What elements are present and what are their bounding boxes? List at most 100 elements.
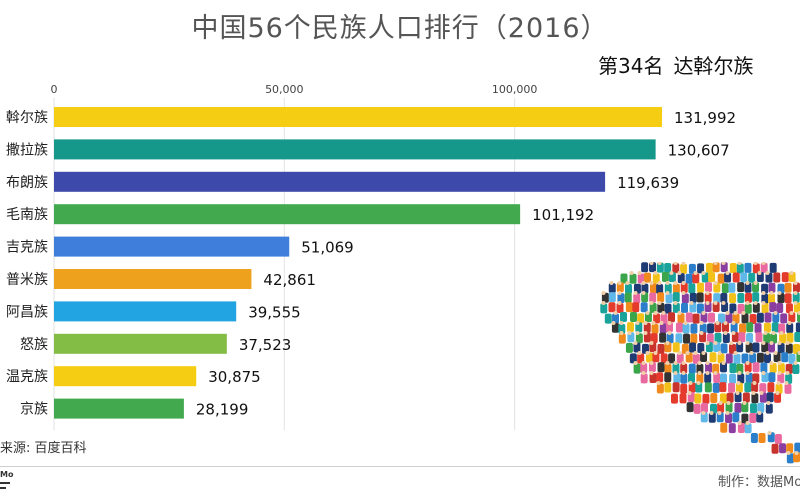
costume-figure-head [726, 401, 731, 405]
costume-figure [756, 412, 764, 423]
costume-figure [749, 353, 757, 364]
costume-figure [756, 312, 764, 323]
costume-figure [785, 303, 793, 314]
current-ethnic-group: 达斡尔族 [673, 54, 754, 78]
costume-figure [716, 412, 724, 423]
costume-figure [784, 282, 792, 293]
costume-figure-head [737, 262, 742, 265]
costume-figure-head [736, 381, 741, 385]
costume-figure [629, 312, 637, 323]
costume-figure-head [627, 331, 632, 335]
costume-figure-head [709, 411, 714, 415]
costume-figure [712, 363, 720, 374]
costume-figure [780, 313, 788, 324]
costume-figure [686, 402, 694, 413]
costume-figure-head [752, 381, 757, 385]
costume-figure-head [745, 421, 750, 425]
costume-figure-head [697, 371, 702, 375]
costume-figure [761, 303, 769, 314]
costume-figure [690, 333, 698, 344]
costume-figure-head [673, 301, 678, 305]
costume-figure-head [641, 291, 646, 295]
costume-figure [656, 262, 664, 273]
costume-figure [633, 363, 641, 374]
costume-figure-head [665, 291, 670, 295]
costume-figure-head [681, 371, 686, 375]
costume-figure [732, 412, 740, 423]
costume-figure [664, 382, 672, 393]
costume-figure-head [681, 262, 686, 265]
costume-figure [683, 333, 691, 344]
costume-figure [752, 263, 760, 274]
costume-figure [719, 382, 727, 393]
costume-figure-head [737, 341, 742, 345]
costume-figure [659, 332, 667, 343]
bar [54, 301, 237, 322]
costume-figure [661, 272, 669, 283]
costume-figure-head [705, 361, 710, 365]
costume-figure [689, 292, 697, 303]
costume-figure [692, 353, 700, 364]
category-label: 布朗族 [6, 175, 48, 191]
costume-figure [769, 302, 777, 313]
costume-figure [680, 383, 688, 394]
costume-figure [651, 323, 659, 334]
costume-figure-head [619, 321, 624, 325]
costume-figure [774, 392, 782, 403]
costume-figure-head [701, 351, 706, 355]
ethnic-costume-illustration [600, 262, 800, 467]
costume-figure [601, 292, 609, 303]
costume-figure [781, 272, 789, 283]
costume-figure [728, 382, 736, 393]
costume-figure-head [685, 351, 690, 355]
costume-figure [741, 353, 749, 364]
costume-figure [730, 322, 738, 333]
costume-figure-head [751, 391, 756, 395]
costume-figure [764, 353, 772, 364]
costume-figure [752, 282, 760, 293]
costume-figure [697, 343, 705, 354]
costume-figure-head [649, 281, 654, 285]
costume-figure [633, 293, 641, 304]
costume-figure [672, 283, 680, 294]
costume-figure-head [725, 311, 730, 315]
costume-figure-head [771, 331, 776, 335]
costume-figure [749, 412, 757, 423]
costume-figure [750, 433, 758, 444]
costume-figure-head [769, 291, 774, 295]
costume-figure-head [683, 321, 688, 325]
costume-figure [737, 373, 745, 384]
costume-figure [737, 282, 745, 293]
costume-figure [649, 302, 657, 313]
costume-figure [664, 372, 672, 383]
costume-figure [629, 273, 637, 284]
costume-figure-head [723, 321, 728, 325]
costume-figure-head [759, 391, 764, 395]
bar [54, 139, 656, 160]
costume-figure [618, 333, 626, 344]
costume-figure-head [765, 351, 770, 355]
costume-figure [689, 342, 697, 353]
chart-title: 中国56个民族人口排行（2016） [191, 13, 609, 44]
costume-figure [690, 323, 698, 334]
costume-figure-head [681, 361, 686, 365]
costume-figure-head [633, 361, 638, 365]
costume-figure [657, 302, 665, 313]
costume-figure [696, 292, 704, 303]
costume-figure [794, 332, 800, 343]
costume-figure [750, 403, 758, 414]
costume-figure [675, 333, 683, 344]
costume-figure [696, 303, 704, 314]
costume-figure-head [657, 281, 662, 285]
costume-figure [701, 402, 709, 413]
costume-figure [774, 433, 782, 444]
footer-divider [0, 466, 800, 467]
bar [54, 107, 662, 127]
costume-figure [710, 392, 718, 403]
costume-figure [656, 383, 664, 394]
costume-figure [600, 303, 608, 314]
costume-figure [737, 423, 745, 434]
costume-figure [722, 322, 730, 333]
costume-figure-head [721, 301, 726, 305]
costume-figure [643, 322, 651, 333]
